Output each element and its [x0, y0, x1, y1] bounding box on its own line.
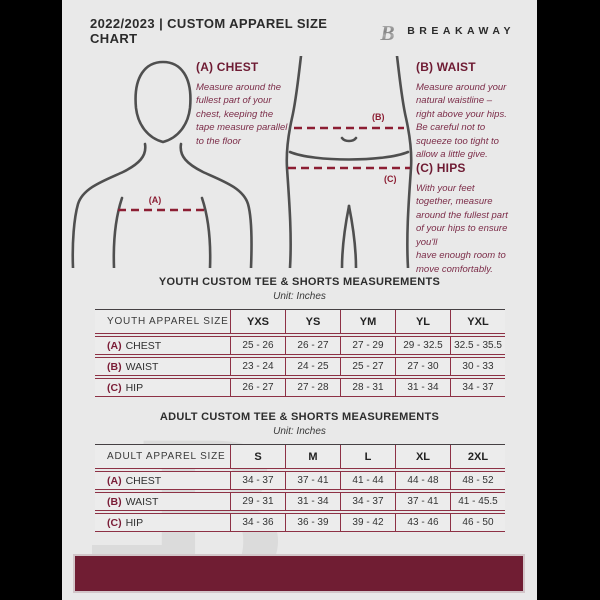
hips-text: With your feet together, measure around …	[416, 183, 508, 275]
row-key: (A)	[107, 339, 122, 352]
breakaway-b-icon: B	[374, 20, 395, 44]
table-row: (A) CHEST 25 - 26 26 - 27 27 - 29 29 - 3…	[95, 336, 505, 355]
table-cell: 34 - 37	[230, 472, 285, 489]
table-header-row: ADULT APPAREL SIZE S M L XL 2XL	[95, 444, 505, 469]
brand-name: BREAKAWAY	[407, 25, 515, 37]
youth-size-table: YOUTH APPAREL SIZE YXS YS YM YL YXL (A) …	[95, 309, 505, 399]
row-label: (B) WAIST	[107, 495, 159, 508]
column-header: YOUTH APPAREL SIZE	[107, 316, 229, 327]
column-header: ADULT APPAREL SIZE	[107, 451, 226, 462]
column-header: YL	[395, 310, 450, 333]
table-cell: 36 - 39	[285, 514, 340, 531]
hips-line-label: (C)	[384, 174, 397, 184]
table-cell: 41 - 44	[340, 472, 395, 489]
adult-table-title: ADULT CUSTOM TEE & SHORTS MEASUREMENTS	[159, 411, 440, 423]
table-cell: 27 - 29	[340, 337, 395, 354]
column-header: YM	[340, 310, 395, 333]
table-row: (C) HIP 34 - 36 36 - 39 39 - 42 43 - 46 …	[95, 513, 505, 532]
table-cell: 31 - 34	[285, 493, 340, 510]
column-header: S	[230, 445, 285, 468]
chest-text: Measure around the fullest part of your …	[196, 82, 288, 147]
table-cell: 26 - 27	[285, 337, 340, 354]
table-cell: 23 - 24	[230, 358, 285, 375]
row-label: (B) WAIST	[107, 360, 159, 373]
column-header: M	[285, 445, 340, 468]
waist-text: Measure around your natural waistline – …	[416, 82, 507, 161]
table-cell: 44 - 48	[395, 472, 450, 489]
chest-line-label: (A)	[149, 195, 162, 205]
chest-instructions: (A) CHEST Measure around the fullest par…	[196, 60, 310, 148]
row-label: (C) HIP	[107, 516, 144, 529]
column-header: 2XL	[450, 445, 505, 468]
lower-body-diagram: (B) (C)	[285, 56, 413, 268]
table-cell: 31 - 34	[395, 379, 450, 396]
adult-size-table: ADULT APPAREL SIZE S M L XL 2XL (A) CHES…	[95, 444, 505, 534]
svg-text:B: B	[380, 20, 395, 43]
footer-bar	[73, 554, 525, 593]
table-row: (C) HIP 26 - 27 27 - 28 28 - 31 31 - 34 …	[95, 378, 505, 397]
column-header: YXS	[230, 310, 285, 333]
column-header: YXL	[450, 310, 505, 333]
table-cell: 48 - 52	[450, 472, 505, 489]
table-cell: 34 - 36	[230, 514, 285, 531]
row-key: (C)	[107, 381, 122, 394]
row-label: (C) HIP	[107, 381, 144, 394]
table-row: (A) CHEST 34 - 37 37 - 41 41 - 44 44 - 4…	[95, 471, 505, 490]
chest-heading: (A) CHEST	[196, 60, 259, 74]
table-cell: 37 - 41	[395, 493, 450, 510]
waist-heading: (B) WAIST	[416, 60, 476, 74]
table-cell: 27 - 28	[285, 379, 340, 396]
table-cell: 39 - 42	[340, 514, 395, 531]
brand-logo: B BREAKAWAY	[372, 19, 515, 44]
row-label: (A) CHEST	[107, 339, 162, 352]
table-cell: 25 - 27	[340, 358, 395, 375]
waist-line-label: (B)	[372, 112, 385, 122]
upper-body-diagram: (A)	[71, 60, 253, 268]
table-row: (B) WAIST 23 - 24 24 - 25 25 - 27 27 - 3…	[95, 357, 505, 376]
table-cell: 30 - 33	[450, 358, 505, 375]
table-cell: 25 - 26	[230, 337, 285, 354]
table-header-row: YOUTH APPAREL SIZE YXS YS YM YL YXL	[95, 309, 505, 334]
table-cell: 41 - 45.5	[450, 493, 505, 510]
table-cell: 43 - 46	[395, 514, 450, 531]
table-cell: 24 - 25	[285, 358, 340, 375]
column-header: XL	[395, 445, 450, 468]
table-cell: 29 - 31	[230, 493, 285, 510]
adult-table-unit: Unit: Inches	[273, 426, 326, 437]
row-label: (A) CHEST	[107, 474, 162, 487]
table-cell: 32.5 - 35.5	[450, 337, 505, 354]
waist-instructions: (B) WAIST Measure around your natural wa…	[416, 60, 532, 162]
row-key: (A)	[107, 474, 122, 487]
table-cell: 28 - 31	[340, 379, 395, 396]
youth-table-unit: Unit: Inches	[273, 291, 326, 302]
table-cell: 29 - 32.5	[395, 337, 450, 354]
hips-heading: (C) HIPS	[416, 161, 466, 175]
size-chart-document: B 2022/2023 | CUSTOM APPAREL SIZE CHART	[62, 0, 537, 600]
table-cell: 27 - 30	[395, 358, 450, 375]
row-key: (B)	[107, 360, 122, 373]
table-cell: 46 - 50	[450, 514, 505, 531]
table-cell: 26 - 27	[230, 379, 285, 396]
hips-instructions: (C) HIPS With your feet together, measur…	[416, 161, 535, 276]
column-header: L	[340, 445, 395, 468]
table-cell: 34 - 37	[450, 379, 505, 396]
table-cell: 37 - 41	[285, 472, 340, 489]
row-key: (C)	[107, 516, 122, 529]
youth-table-title: YOUTH CUSTOM TEE & SHORTS MEASUREMENTS	[158, 276, 441, 288]
document-header: 2022/2023 | CUSTOM APPAREL SIZE CHART B	[90, 16, 515, 46]
table-cell: 34 - 37	[340, 493, 395, 510]
row-key: (B)	[107, 495, 122, 508]
table-row: (B) WAIST 29 - 31 31 - 34 34 - 37 37 - 4…	[95, 492, 505, 511]
page-title: 2022/2023 | CUSTOM APPAREL SIZE CHART	[90, 16, 328, 46]
column-header: YS	[285, 310, 340, 333]
